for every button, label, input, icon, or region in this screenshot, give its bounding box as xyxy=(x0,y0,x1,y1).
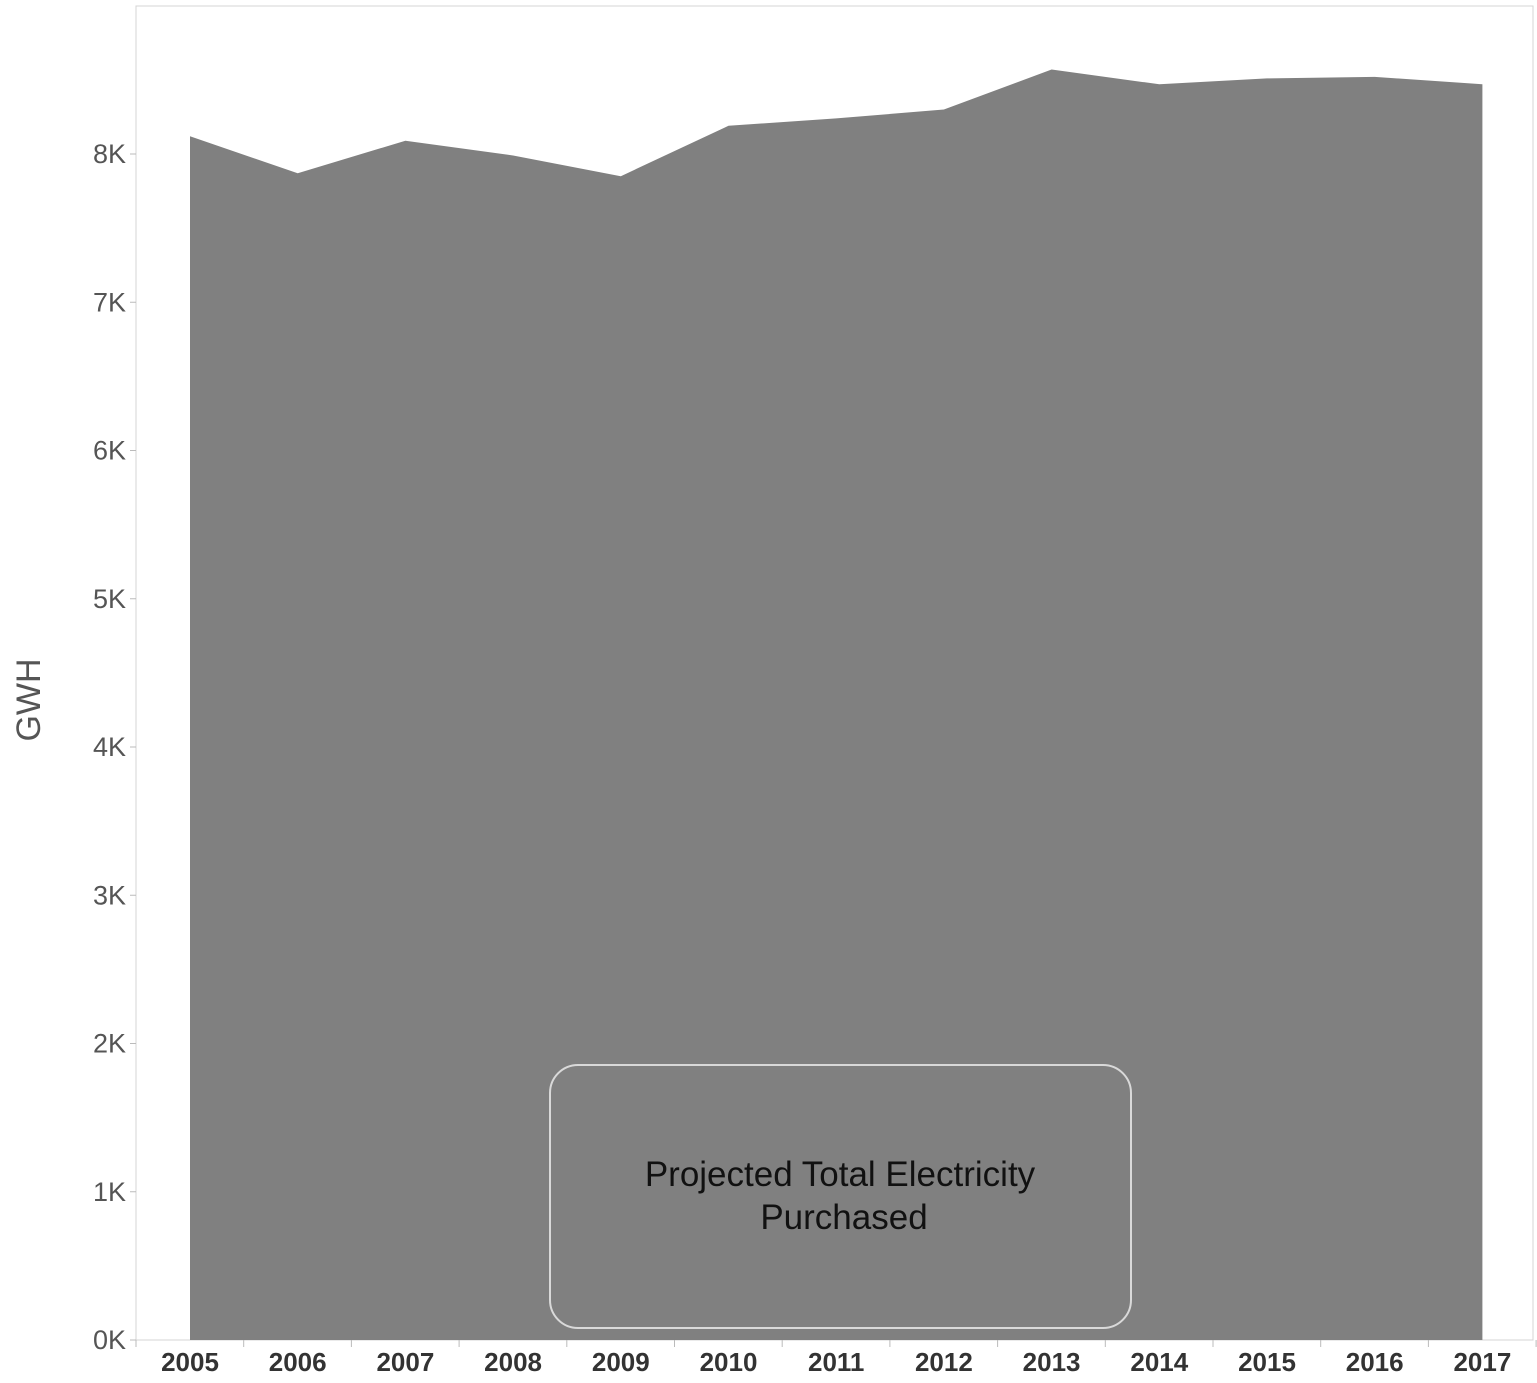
annotation-box: Projected Total Electricity Purchased xyxy=(549,1064,1132,1329)
y-axis-title: GWH xyxy=(10,658,48,741)
x-axis: 2005 2006 2007 2008 2009 2010 2011 2012 2013 2014… xyxy=(135,1340,1537,1377)
area-series-0 xyxy=(190,69,1483,1340)
x-tick-label: 2016 xyxy=(1346,1347,1404,1377)
area-layer xyxy=(190,69,1483,1340)
x-tick-label: 2009 xyxy=(592,1347,650,1377)
y-tick-label: 1K xyxy=(93,1177,126,1207)
x-tick-label: 2006 xyxy=(269,1347,327,1377)
x-tick-label: 2010 xyxy=(700,1347,758,1377)
y-axis: 0K 1K 2K 3K 4K 5K 6K 7K 8K xyxy=(93,139,136,1355)
x-tick-label: 2017 xyxy=(1453,1347,1511,1377)
y-tick-label: 5K xyxy=(93,584,126,614)
y-tick-label: 4K xyxy=(93,732,126,762)
y-tick-label: 8K xyxy=(93,139,126,169)
y-tick-label: 0K xyxy=(93,1325,126,1355)
y-tick-label: 7K xyxy=(93,287,126,317)
annotation-line-1: Projected Total Electricity xyxy=(645,1155,1036,1194)
y-tick-label: 2K xyxy=(93,1029,126,1059)
x-tick-label: 2008 xyxy=(484,1347,542,1377)
x-tick-label: 2015 xyxy=(1238,1347,1296,1377)
x-tick-label: 2011 xyxy=(808,1347,864,1377)
annotation-border xyxy=(549,1064,1132,1329)
x-tick-label: 2014 xyxy=(1130,1347,1188,1377)
y-tick-label: 3K xyxy=(93,880,126,910)
x-tick-label: 2005 xyxy=(161,1347,219,1377)
x-tick-label: 2013 xyxy=(1023,1347,1081,1377)
y-tick-label: 6K xyxy=(93,436,126,466)
annotation-line-2: Purchased xyxy=(760,1198,927,1237)
x-tick-label: 2012 xyxy=(915,1347,973,1377)
x-tick-label: 2007 xyxy=(376,1347,434,1377)
